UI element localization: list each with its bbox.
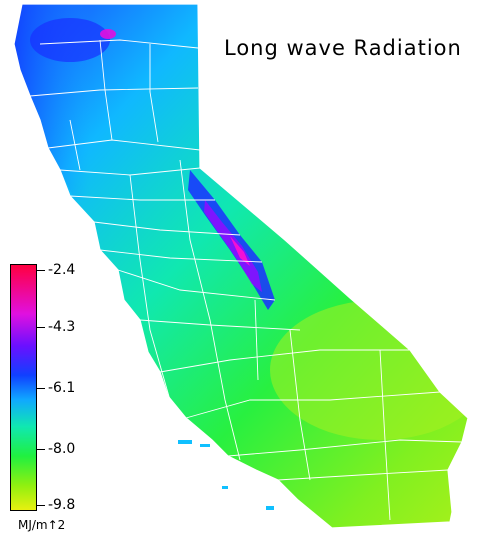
color-scale-bar	[10, 264, 37, 511]
map-title: Long wave Radiation	[224, 36, 462, 60]
legend-tick-4	[37, 449, 45, 450]
legend-label-2: -4.3	[48, 319, 76, 335]
legend-label-4: -8.0	[48, 441, 76, 457]
county-boundaries	[29, 39, 463, 521]
legend-tick-3	[37, 388, 45, 389]
legend-label-3: -6.1	[48, 380, 76, 396]
legend-tick-5	[37, 505, 45, 506]
legend-label-1: -2.4	[48, 262, 76, 278]
legend-units: MJ/m↑2	[18, 518, 66, 532]
legend-label-5: -9.8	[48, 497, 76, 513]
legend-tick-2	[37, 327, 45, 328]
channel-islands	[178, 440, 274, 510]
legend-tick-1	[37, 270, 45, 271]
